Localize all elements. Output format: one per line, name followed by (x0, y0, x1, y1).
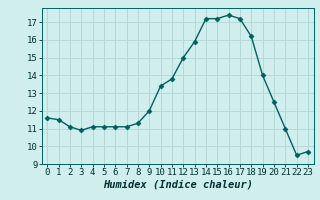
X-axis label: Humidex (Indice chaleur): Humidex (Indice chaleur) (103, 180, 252, 190)
